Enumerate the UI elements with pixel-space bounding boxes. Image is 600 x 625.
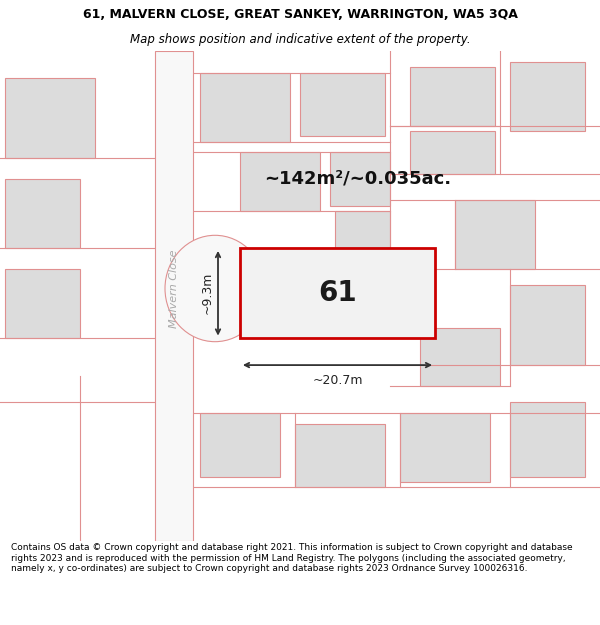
Polygon shape <box>510 285 585 365</box>
Polygon shape <box>300 72 385 136</box>
Polygon shape <box>155 51 193 541</box>
Text: ~20.7m: ~20.7m <box>312 374 363 387</box>
Polygon shape <box>400 413 490 482</box>
Text: 61: 61 <box>318 279 357 308</box>
Polygon shape <box>5 179 80 248</box>
Polygon shape <box>410 131 495 174</box>
Polygon shape <box>335 211 390 253</box>
Polygon shape <box>200 413 280 477</box>
Text: ~9.3m: ~9.3m <box>201 272 214 314</box>
Polygon shape <box>510 402 585 477</box>
Polygon shape <box>240 152 320 211</box>
Text: Contains OS data © Crown copyright and database right 2021. This information is : Contains OS data © Crown copyright and d… <box>11 543 572 573</box>
Text: 61, MALVERN CLOSE, GREAT SANKEY, WARRINGTON, WA5 3QA: 61, MALVERN CLOSE, GREAT SANKEY, WARRING… <box>83 8 517 21</box>
Circle shape <box>165 235 265 342</box>
Polygon shape <box>455 200 535 269</box>
Polygon shape <box>410 68 495 126</box>
Polygon shape <box>5 269 80 339</box>
Polygon shape <box>240 248 435 339</box>
Text: ~142m²/~0.035ac.: ~142m²/~0.035ac. <box>264 170 451 188</box>
Polygon shape <box>193 259 265 318</box>
Text: Malvern Close: Malvern Close <box>169 249 179 328</box>
Polygon shape <box>330 152 390 206</box>
Text: Map shows position and indicative extent of the property.: Map shows position and indicative extent… <box>130 34 470 46</box>
Polygon shape <box>200 72 290 142</box>
Polygon shape <box>295 424 385 488</box>
Polygon shape <box>420 328 500 386</box>
Polygon shape <box>510 62 585 131</box>
Polygon shape <box>5 78 95 158</box>
